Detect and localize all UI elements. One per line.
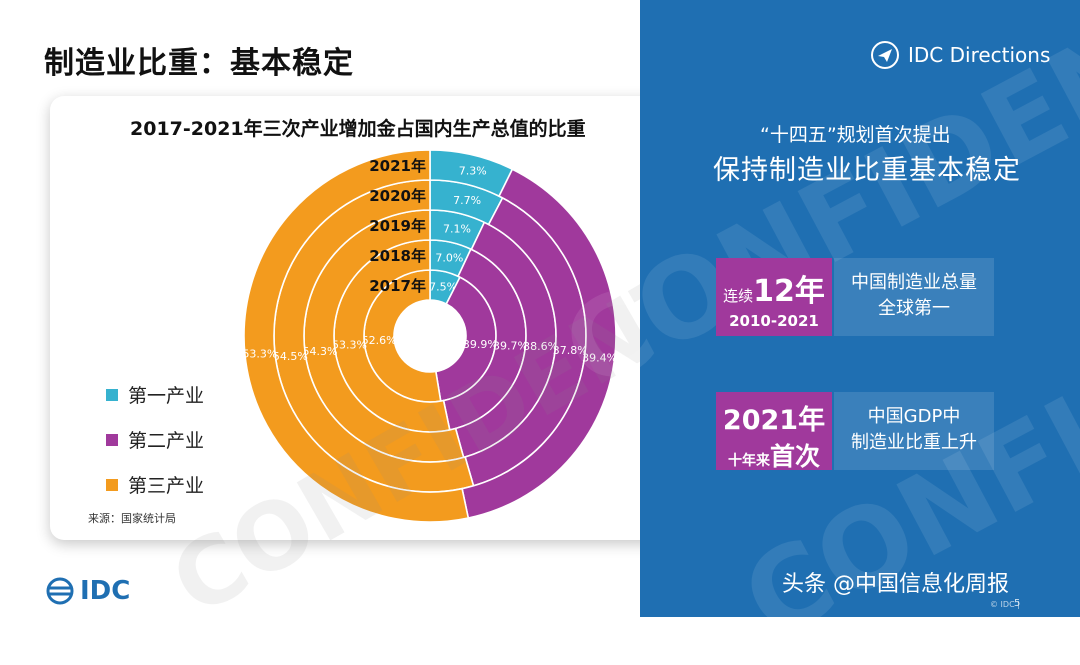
fact1-desc-line1: 中国制造业总量: [851, 272, 977, 293]
data-label: 7.1%: [443, 222, 471, 235]
data-label: 7.5%: [429, 281, 457, 294]
legend-label: 第一产业: [128, 385, 205, 407]
data-label: 7.3%: [459, 164, 487, 177]
idc-logo-text: IDC: [80, 576, 131, 606]
year-label: 2020年: [369, 187, 426, 205]
data-label: 54.3%: [303, 345, 338, 358]
page-title: 制造业比重：基本稳定: [44, 46, 354, 81]
data-label: 7.7%: [453, 194, 481, 207]
fact2-value: 2021年: [722, 405, 826, 436]
legend-item: 第三产业: [106, 471, 204, 498]
legend-item: 第一产业: [106, 381, 204, 408]
left-panel: 制造业比重：基本稳定 2017-2021年三次产业增加金占国内生产总值的比重 7…: [44, 46, 869, 637]
copyright: © IDC |: [990, 600, 1020, 609]
idc-globe-icon: [46, 577, 74, 605]
year-label: 2021年: [369, 157, 426, 175]
paper-plane-icon: [871, 41, 899, 69]
brand-text: IDC Directions: [908, 43, 1051, 67]
year-label: 2018年: [369, 247, 426, 265]
data-label: 53.3%: [242, 348, 277, 361]
legend-swatch: [106, 388, 118, 401]
fact1-prefix: 连续: [723, 287, 754, 305]
data-label: 53.3%: [332, 338, 367, 351]
fact-badge-1: 连续12年 2010-2021: [716, 258, 832, 336]
fact-info-1: 中国制造业总量 全球第一: [834, 258, 994, 336]
legend-swatch: [106, 433, 118, 446]
fact1-range: 2010-2021: [729, 312, 819, 330]
fact-badge-2: 2021年 十年来首次: [716, 392, 832, 471]
idc-directions-brand: IDC Directions: [870, 40, 1050, 70]
data-label: 39.4%: [582, 351, 617, 364]
data-label: 7.0%: [435, 251, 463, 264]
donut-chart: 7.5% 39.9% 52.6% 7.0% 39.7% 53.3% 7.1% 38.6% 54.…: [242, 149, 617, 523]
donut-segment: [243, 149, 470, 523]
fact2-desc-line2: 制造业比重上升: [851, 432, 977, 453]
fact1-value: 12年: [753, 274, 825, 309]
chart-title: 2017-2021年三次产业增加金占国内生产总值的比重: [130, 118, 586, 140]
data-label: 52.6%: [362, 334, 397, 347]
fact-info-2: 中国GDP中 制造业比重上升: [834, 392, 994, 470]
legend-label: 第三产业: [128, 475, 205, 497]
subtitle: “十四五”规划首次提出: [760, 124, 951, 146]
footer-credit: 头条 @中国信息化周报: [782, 572, 1009, 597]
right-panel: [640, 0, 1080, 617]
chart-card: 2017-2021年三次产业增加金占国内生产总值的比重 7.5% 39.9% 52.…: [50, 96, 868, 637]
year-label: 2019年: [369, 217, 426, 235]
source-note: 来源：国家统计局: [88, 512, 176, 525]
page-number: 5: [1014, 598, 1021, 609]
data-label: 39.7%: [493, 339, 528, 352]
data-label: 37.8%: [553, 344, 588, 357]
fact1-desc-line2: 全球第一: [878, 298, 950, 319]
fact2-prefix: 十年来: [727, 453, 770, 469]
fact2-suffix: 首次: [769, 442, 820, 471]
data-label: 39.9%: [463, 338, 498, 351]
legend-item: 第二产业: [106, 426, 204, 453]
fact2-desc-line1: 中国GDP中: [867, 406, 961, 427]
legend-label: 第二产业: [128, 430, 205, 452]
year-label: 2017年: [369, 277, 426, 295]
headline: 保持制造业比重基本稳定: [713, 155, 1021, 186]
idc-logo: IDC: [46, 576, 130, 606]
data-label: 54.5%: [273, 350, 308, 363]
legend-swatch: [106, 478, 118, 491]
chart-legend: 第一产业 第二产业 第三产业: [106, 381, 204, 516]
data-label: 38.6%: [523, 340, 558, 353]
